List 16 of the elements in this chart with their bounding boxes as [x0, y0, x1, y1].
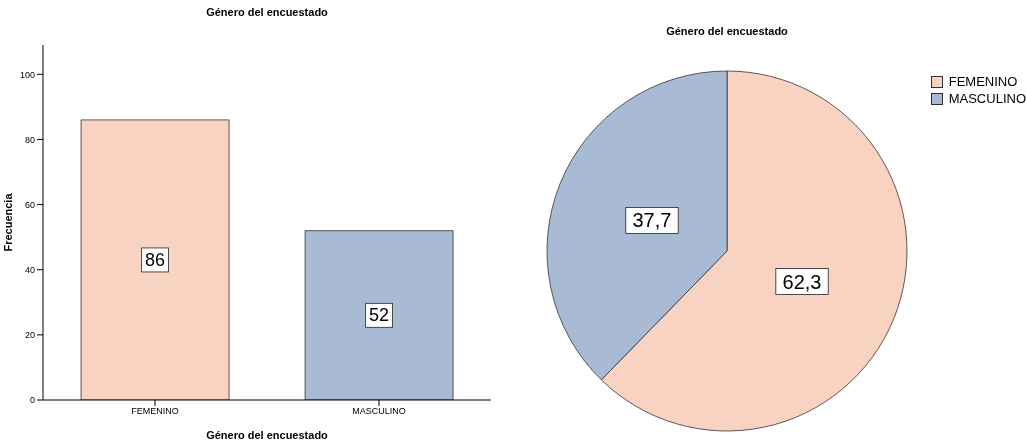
y-tick-label: 0: [29, 395, 35, 406]
y-tick-label: 100: [19, 69, 35, 80]
data-label: 62,3: [782, 270, 822, 293]
y-tick-label: 60: [24, 199, 35, 210]
y-tick-label: 20: [24, 330, 35, 341]
legend-label: MASCULINO: [948, 91, 1026, 106]
y-tick-label: 80: [24, 134, 35, 145]
data-label: 37,7: [632, 209, 672, 232]
data-label: 86: [145, 249, 166, 270]
y-tick-label: 40: [24, 264, 35, 275]
data-label: 52: [369, 305, 390, 326]
legend-label: FEMENINO: [948, 74, 1018, 89]
chart-title: Género del encuestado: [665, 25, 789, 37]
x-axis-title: Género del encuestado: [206, 429, 329, 441]
chart-title: Género del encuestado: [205, 6, 329, 18]
y-axis-title: Frecuencia: [1, 192, 14, 252]
